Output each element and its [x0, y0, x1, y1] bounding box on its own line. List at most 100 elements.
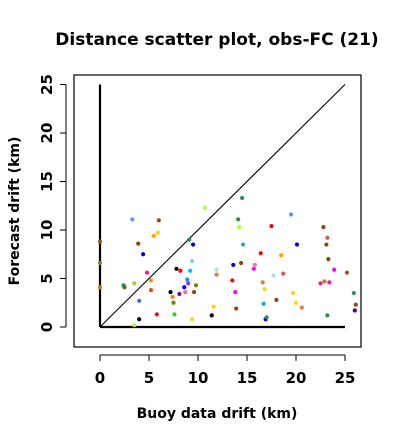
data-point — [231, 262, 236, 268]
data-point — [170, 294, 175, 300]
data-point — [144, 270, 150, 275]
data-point — [154, 312, 159, 317]
data-point — [211, 304, 216, 309]
data-point — [294, 242, 300, 247]
x-tick-label: 10 — [188, 369, 209, 387]
data-point — [155, 230, 160, 236]
data-point — [299, 305, 304, 310]
data-points — [97, 195, 358, 328]
data-point — [332, 267, 337, 272]
data-point — [132, 281, 137, 286]
data-point — [233, 289, 238, 295]
data-point — [236, 217, 241, 222]
y-tick-label: 20 — [38, 123, 56, 144]
data-point — [281, 271, 286, 276]
data-point — [183, 289, 188, 295]
data-point — [240, 242, 246, 247]
data-point — [264, 315, 269, 320]
data-point — [325, 235, 330, 240]
data-point — [132, 322, 137, 328]
data-point — [271, 273, 276, 278]
data-point — [252, 262, 257, 268]
data-point — [186, 281, 191, 286]
y-axis: 0 5 10 15 20 25 — [38, 74, 67, 332]
data-point — [136, 241, 141, 246]
data-point — [352, 308, 357, 313]
data-point — [188, 268, 193, 273]
data-point — [191, 289, 197, 295]
data-point — [151, 233, 156, 238]
data-point — [168, 289, 173, 295]
data-point — [209, 313, 214, 318]
data-point — [289, 212, 294, 217]
y-tick-label: 0 — [38, 322, 56, 332]
data-point — [322, 279, 327, 284]
data-point — [327, 280, 332, 285]
data-point — [251, 266, 256, 271]
x-axis: 0 5 10 15 20 25 — [95, 354, 356, 387]
data-point — [269, 224, 274, 229]
data-point — [171, 300, 176, 305]
data-point — [325, 313, 330, 318]
data-point — [290, 290, 296, 296]
data-point — [324, 242, 329, 247]
y-tick-label: 25 — [38, 74, 56, 95]
data-point — [240, 195, 245, 201]
data-point — [344, 270, 350, 275]
x-tick-label: 25 — [335, 369, 356, 387]
data-point — [239, 260, 244, 266]
data-point — [97, 285, 103, 290]
data-point — [318, 281, 323, 286]
data-point — [97, 239, 103, 244]
data-point — [214, 272, 219, 277]
data-point — [274, 297, 279, 302]
x-axis-label: Buoy data drift (km) — [137, 406, 298, 422]
data-point — [351, 290, 356, 296]
data-point — [191, 242, 196, 247]
x-tick-label: 0 — [95, 369, 105, 387]
y-tick-label: 15 — [38, 171, 56, 192]
data-point — [156, 218, 161, 223]
data-point — [293, 300, 299, 305]
data-point — [230, 278, 235, 283]
data-point — [258, 251, 263, 256]
plot-frame — [73, 74, 362, 348]
data-point — [130, 217, 135, 222]
data-point — [187, 237, 192, 242]
data-point — [353, 302, 358, 307]
data-point — [177, 291, 182, 297]
data-point — [321, 224, 326, 230]
y-tick-label: 5 — [38, 273, 56, 283]
data-point — [260, 280, 265, 285]
data-point — [122, 285, 127, 290]
y-axis-label: Forecast drift (km) — [7, 137, 23, 286]
chart-title: Distance scatter plot, obs-FC (21) — [55, 30, 378, 50]
data-point — [185, 277, 190, 282]
data-point — [262, 287, 267, 292]
data-point — [137, 317, 142, 322]
data-point — [97, 260, 103, 266]
data-point — [261, 301, 266, 306]
data-point — [137, 298, 142, 303]
data-point — [141, 252, 146, 257]
x-tick-label: 20 — [286, 369, 307, 387]
data-point — [148, 288, 154, 293]
data-point — [193, 283, 199, 288]
data-point — [190, 317, 195, 322]
data-point — [190, 258, 195, 264]
data-point — [182, 285, 187, 290]
x-tick-label: 5 — [144, 369, 154, 387]
data-point — [326, 257, 331, 262]
data-point — [172, 312, 177, 317]
data-point — [174, 266, 179, 271]
y-tick-label: 10 — [38, 220, 56, 241]
data-point — [214, 267, 219, 272]
data-point — [234, 306, 239, 311]
data-point — [202, 205, 207, 210]
x-tick-label: 15 — [237, 369, 258, 387]
data-point — [178, 268, 183, 273]
diagonal-reference-line — [99, 84, 346, 328]
data-point — [148, 278, 154, 283]
reference-lines — [98, 84, 346, 329]
